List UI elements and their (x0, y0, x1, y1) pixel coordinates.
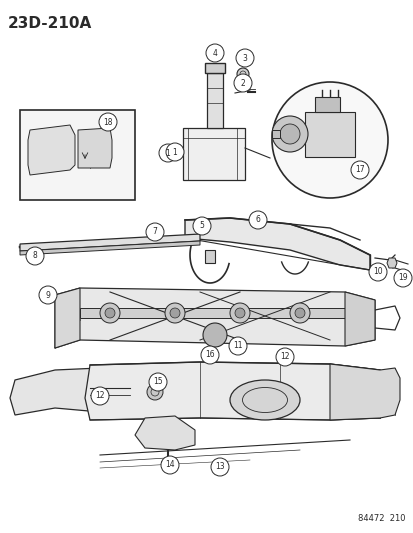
Circle shape (161, 456, 178, 474)
Polygon shape (20, 241, 199, 255)
Text: 9: 9 (45, 290, 50, 300)
Circle shape (236, 68, 248, 80)
Circle shape (235, 308, 244, 318)
Circle shape (105, 308, 115, 318)
Circle shape (201, 346, 218, 364)
Polygon shape (204, 250, 214, 263)
Text: 19: 19 (397, 273, 407, 282)
Circle shape (100, 303, 120, 323)
Text: 6: 6 (255, 215, 260, 224)
Polygon shape (20, 234, 199, 251)
Polygon shape (204, 63, 224, 73)
Circle shape (149, 373, 166, 391)
Polygon shape (386, 258, 396, 268)
Polygon shape (10, 368, 140, 415)
Polygon shape (55, 288, 80, 348)
Circle shape (166, 143, 183, 161)
Polygon shape (85, 362, 384, 420)
Circle shape (211, 458, 228, 476)
Polygon shape (55, 288, 374, 348)
Circle shape (275, 348, 293, 366)
Text: 1: 1 (165, 149, 170, 157)
Text: 11: 11 (233, 342, 242, 351)
Text: 7: 7 (152, 228, 157, 237)
Text: 8: 8 (33, 252, 37, 261)
Text: 84472  210: 84472 210 (358, 514, 405, 523)
Circle shape (368, 263, 386, 281)
Polygon shape (206, 73, 223, 128)
Polygon shape (271, 130, 279, 138)
Polygon shape (78, 128, 112, 168)
Circle shape (279, 124, 299, 144)
Text: 3: 3 (242, 53, 247, 62)
Text: 5: 5 (199, 222, 204, 230)
Text: 12: 12 (280, 352, 289, 361)
Circle shape (91, 387, 109, 405)
Polygon shape (183, 128, 244, 180)
Circle shape (147, 384, 163, 400)
Circle shape (230, 303, 249, 323)
Circle shape (170, 308, 180, 318)
Circle shape (26, 247, 44, 265)
Polygon shape (304, 112, 354, 157)
Polygon shape (135, 416, 195, 450)
Ellipse shape (230, 380, 299, 420)
Circle shape (289, 303, 309, 323)
Circle shape (235, 49, 254, 67)
Circle shape (271, 82, 387, 198)
Circle shape (393, 269, 411, 287)
Text: 23D-210A: 23D-210A (8, 16, 92, 31)
Circle shape (146, 223, 164, 241)
Circle shape (192, 217, 211, 235)
Text: 14: 14 (165, 461, 174, 470)
Text: 13: 13 (215, 463, 224, 472)
Circle shape (39, 286, 57, 304)
Circle shape (350, 161, 368, 179)
Circle shape (99, 113, 117, 131)
Circle shape (159, 144, 177, 162)
Circle shape (206, 44, 223, 62)
Polygon shape (80, 308, 344, 318)
Polygon shape (185, 218, 369, 270)
Text: 15: 15 (153, 377, 162, 386)
Circle shape (233, 74, 252, 92)
Polygon shape (314, 97, 339, 112)
Bar (20, 110, 135, 200)
Circle shape (271, 116, 307, 152)
Polygon shape (28, 125, 75, 175)
Circle shape (294, 308, 304, 318)
Text: 1: 1 (172, 148, 177, 157)
Circle shape (248, 211, 266, 229)
Circle shape (202, 323, 226, 347)
Text: 2: 2 (240, 78, 245, 87)
Text: 4: 4 (212, 49, 217, 58)
Text: 12: 12 (95, 392, 104, 400)
Text: 18: 18 (103, 117, 112, 126)
Circle shape (228, 337, 247, 355)
Polygon shape (344, 292, 374, 346)
Circle shape (165, 303, 185, 323)
Text: 10: 10 (372, 268, 382, 277)
Text: 17: 17 (354, 166, 364, 174)
Text: 16: 16 (205, 351, 214, 359)
Polygon shape (329, 364, 399, 420)
